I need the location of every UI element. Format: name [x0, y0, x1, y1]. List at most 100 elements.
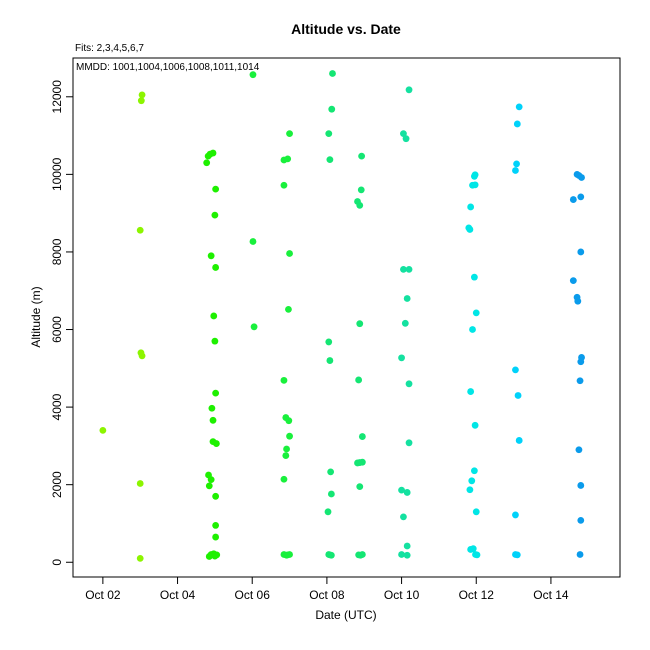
x-axis-label: Date (UTC) — [315, 608, 376, 622]
data-point — [401, 319, 409, 327]
data-point — [512, 366, 519, 374]
data-point — [355, 376, 363, 384]
data-point — [286, 432, 293, 440]
data-point — [576, 377, 584, 385]
data-point — [249, 238, 257, 245]
data-point — [403, 542, 411, 550]
y-tick-label: 10000 — [50, 157, 64, 191]
chart-subtitle: Fits: 2,3,4,5,6,7 — [75, 43, 144, 54]
data-point — [402, 135, 410, 143]
y-tick-label: 4000 — [50, 393, 64, 420]
data-point — [284, 551, 292, 559]
data-points — [99, 70, 585, 562]
data-point — [577, 482, 585, 489]
data-point — [207, 476, 215, 484]
data-point — [203, 159, 211, 167]
data-point — [354, 459, 361, 467]
data-point — [574, 297, 582, 305]
data-point — [325, 338, 333, 346]
data-point — [205, 482, 213, 490]
data-point — [328, 105, 336, 113]
x-axis: Oct 02 Oct 04 Oct 06 Oct 08 Oct 10 Oct 12 Oct … — [85, 576, 569, 602]
data-point — [577, 248, 585, 256]
y-axis: 0 2000 4000 6000 8000 10000 12000 — [50, 80, 74, 566]
data-point — [356, 320, 364, 328]
data-point — [515, 437, 523, 444]
data-point — [280, 376, 288, 384]
data-point — [209, 416, 217, 424]
data-point — [250, 323, 258, 331]
data-point — [212, 492, 220, 500]
data-point — [357, 186, 365, 194]
data-point — [469, 545, 477, 553]
data-point — [212, 522, 220, 529]
data-point — [466, 226, 474, 233]
data-point — [324, 508, 332, 516]
data-point — [575, 446, 583, 454]
data-point — [405, 439, 413, 447]
data-point — [403, 489, 411, 496]
data-point — [398, 486, 405, 494]
data-point — [356, 483, 364, 491]
data-point — [285, 417, 293, 425]
data-point — [138, 91, 146, 99]
y-tick-label: 8000 — [50, 238, 64, 265]
data-point — [358, 152, 366, 160]
data-point — [403, 551, 411, 559]
data-point — [471, 421, 479, 429]
plot-frame — [72, 57, 621, 578]
data-point — [136, 554, 144, 562]
data-point — [576, 551, 584, 558]
data-point — [282, 452, 290, 459]
data-point — [358, 433, 366, 440]
data-point — [405, 266, 413, 273]
data-point — [286, 130, 293, 138]
data-point — [136, 226, 144, 234]
y-tick-label: 0 — [50, 559, 64, 566]
data-point — [398, 551, 405, 558]
data-point — [211, 337, 219, 345]
data-point — [137, 97, 145, 105]
data-point — [326, 357, 334, 364]
data-point — [212, 264, 220, 271]
data-point — [329, 70, 336, 77]
data-point — [400, 266, 407, 273]
data-point — [513, 160, 520, 168]
data-point — [472, 309, 480, 317]
data-point — [400, 513, 407, 521]
data-point — [513, 551, 521, 559]
data-point — [327, 490, 335, 498]
data-point — [467, 203, 475, 211]
data-point — [470, 467, 478, 475]
data-point — [468, 477, 476, 485]
data-point — [512, 167, 519, 174]
data-point — [211, 211, 219, 219]
data-point — [207, 252, 215, 260]
data-point — [357, 551, 364, 559]
data-point — [212, 389, 220, 397]
data-point — [325, 130, 333, 138]
data-point — [405, 86, 413, 94]
data-point — [138, 352, 146, 360]
data-point — [356, 201, 364, 209]
x-tick-label: Oct 12 — [459, 588, 495, 602]
data-point — [206, 150, 214, 158]
data-point — [577, 516, 585, 524]
data-point — [470, 172, 478, 180]
chart-annotation: MMDD: 1001,1004,1006,1008,1011,1014 — [76, 62, 260, 73]
x-tick-label: Oct 10 — [384, 588, 420, 602]
data-point — [473, 551, 481, 559]
data-point — [286, 250, 293, 257]
data-point — [211, 552, 219, 560]
data-point — [471, 181, 479, 189]
data-point — [569, 277, 577, 285]
data-point — [578, 174, 585, 181]
data-point — [577, 193, 585, 201]
data-point — [283, 445, 290, 453]
data-point — [400, 130, 407, 138]
data-point — [210, 312, 218, 320]
data-point — [512, 511, 519, 519]
data-point — [514, 392, 522, 399]
data-point — [136, 480, 144, 487]
